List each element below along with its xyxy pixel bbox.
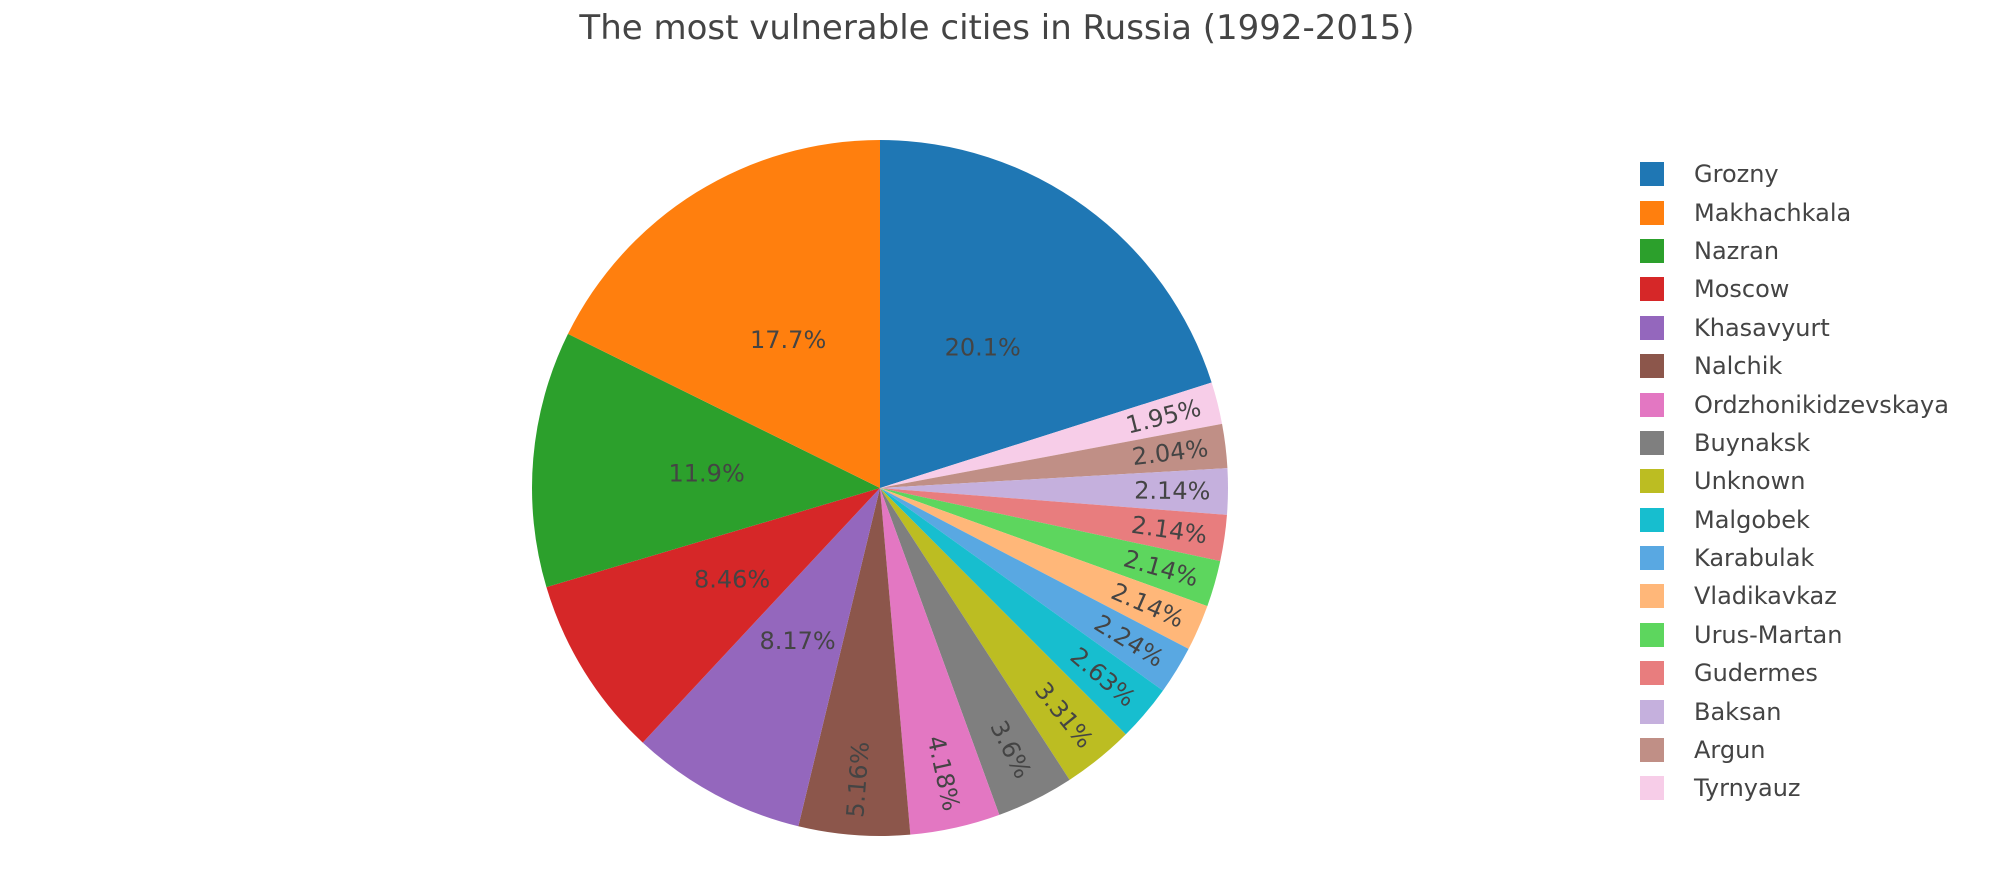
slice-label-khasavyurt: 8.17% bbox=[759, 627, 835, 655]
pie-slice-tyrnyauz bbox=[880, 382, 1223, 488]
legend-swatch-baksan bbox=[1640, 699, 1664, 724]
legend-item-grozny[interactable]: Grozny bbox=[1640, 155, 1949, 193]
pie-slice-vladikavkaz bbox=[880, 488, 1208, 649]
legend-swatch-tyrnyauz bbox=[1640, 776, 1664, 801]
legend-item-moscow[interactable]: Moscow bbox=[1640, 270, 1949, 308]
legend-label-khasavyurt: Khasavyurt bbox=[1694, 313, 1830, 342]
pie-slice-gudermes bbox=[880, 488, 1227, 562]
pie-slice-nalchik bbox=[798, 488, 911, 836]
legend-label-makhachkala: Makhachkala bbox=[1694, 198, 1852, 227]
legend-swatch-grozny bbox=[1640, 162, 1664, 187]
legend-swatch-urus-martan bbox=[1640, 622, 1664, 647]
legend-item-ordzhonikidzevskaya[interactable]: Ordzhonikidzevskaya bbox=[1640, 385, 1949, 423]
legend-item-malgobek[interactable]: Malgobek bbox=[1640, 501, 1949, 539]
legend-label-argun: Argun bbox=[1694, 736, 1766, 765]
legend-swatch-nalchik bbox=[1640, 354, 1664, 379]
pie-slice-khasavyurt bbox=[642, 488, 880, 827]
legend-item-baksan[interactable]: Baksan bbox=[1640, 692, 1949, 730]
legend-label-urus-martan: Urus-Martan bbox=[1694, 620, 1843, 649]
legend-item-tyrnyauz[interactable]: Tyrnyauz bbox=[1640, 769, 1949, 807]
legend-label-unknown: Unknown bbox=[1694, 467, 1806, 496]
legend-label-grozny: Grozny bbox=[1694, 160, 1779, 189]
legend-label-vladikavkaz: Vladikavkaz bbox=[1694, 582, 1837, 611]
pie-slice-malgobek bbox=[880, 488, 1163, 735]
legend-item-unknown[interactable]: Unknown bbox=[1640, 462, 1949, 500]
legend-label-baksan: Baksan bbox=[1694, 697, 1782, 726]
legend-item-khasavyurt[interactable]: Khasavyurt bbox=[1640, 309, 1949, 347]
legend-swatch-vladikavkaz bbox=[1640, 584, 1664, 609]
legend-label-nazran: Nazran bbox=[1694, 236, 1780, 265]
pie-slice-makhachkala bbox=[567, 140, 880, 488]
legend-swatch-khasavyurt bbox=[1640, 315, 1664, 340]
pie-slice-baksan bbox=[880, 468, 1228, 515]
legend-swatch-unknown bbox=[1640, 469, 1664, 494]
legend-item-vladikavkaz[interactable]: Vladikavkaz bbox=[1640, 577, 1949, 615]
legend: Grozny Makhachkala Nazran Moscow Khasavyurt N… bbox=[1640, 155, 1949, 808]
legend-label-buynaksk: Buynaksk bbox=[1694, 428, 1811, 457]
legend-label-ordzhonikidzevskaya: Ordzhonikidzevskaya bbox=[1694, 390, 1949, 419]
legend-swatch-gudermes bbox=[1640, 661, 1664, 686]
legend-swatch-argun bbox=[1640, 738, 1664, 763]
slice-label-baksan: 2.14% bbox=[1134, 477, 1211, 506]
legend-item-buynaksk[interactable]: Buynaksk bbox=[1640, 424, 1949, 462]
legend-swatch-makhachkala bbox=[1640, 200, 1664, 225]
slice-label-moscow: 8.46% bbox=[694, 566, 770, 594]
legend-item-makhachkala[interactable]: Makhachkala bbox=[1640, 193, 1949, 231]
pie-slice-nazran bbox=[532, 333, 880, 588]
pie-slice-karabulak bbox=[880, 488, 1189, 691]
legend-swatch-buynaksk bbox=[1640, 430, 1664, 455]
slice-label-grozny: 20.1% bbox=[945, 334, 1021, 362]
pie-slice-argun bbox=[880, 423, 1228, 488]
slice-label-nazran: 11.9% bbox=[669, 459, 745, 487]
legend-item-argun[interactable]: Argun bbox=[1640, 731, 1949, 769]
pie-slice-unknown bbox=[880, 488, 1126, 780]
chart-title: The most vulnerable cities in Russia (19… bbox=[579, 8, 1415, 48]
pie-slice-ordzhonikidzevskaya bbox=[880, 488, 1000, 835]
pie-slice-grozny bbox=[880, 140, 1212, 488]
legend-label-malgobek: Malgobek bbox=[1694, 505, 1810, 534]
slice-label-makhachkala: 17.7% bbox=[750, 326, 826, 354]
legend-swatch-malgobek bbox=[1640, 507, 1664, 532]
legend-item-nalchik[interactable]: Nalchik bbox=[1640, 347, 1949, 385]
legend-label-gudermes: Gudermes bbox=[1694, 659, 1818, 688]
legend-item-urus-martan[interactable]: Urus-Martan bbox=[1640, 616, 1949, 654]
legend-swatch-karabulak bbox=[1640, 546, 1664, 571]
slice-label-nalchik: 5.16% bbox=[841, 740, 875, 818]
legend-label-karabulak: Karabulak bbox=[1694, 544, 1815, 573]
legend-item-nazran[interactable]: Nazran bbox=[1640, 232, 1949, 270]
legend-swatch-moscow bbox=[1640, 277, 1664, 302]
legend-item-gudermes[interactable]: Gudermes bbox=[1640, 654, 1949, 692]
legend-swatch-ordzhonikidzevskaya bbox=[1640, 392, 1664, 417]
pie-slice-moscow bbox=[546, 488, 880, 743]
legend-label-moscow: Moscow bbox=[1694, 275, 1790, 304]
legend-item-karabulak[interactable]: Karabulak bbox=[1640, 539, 1949, 577]
pie-slice-urus-martan bbox=[880, 488, 1221, 607]
pie-slice-buynaksk bbox=[880, 488, 1070, 815]
legend-swatch-nazran bbox=[1640, 238, 1664, 263]
legend-label-nalchik: Nalchik bbox=[1694, 352, 1783, 381]
legend-label-tyrnyauz: Tyrnyauz bbox=[1694, 774, 1801, 803]
